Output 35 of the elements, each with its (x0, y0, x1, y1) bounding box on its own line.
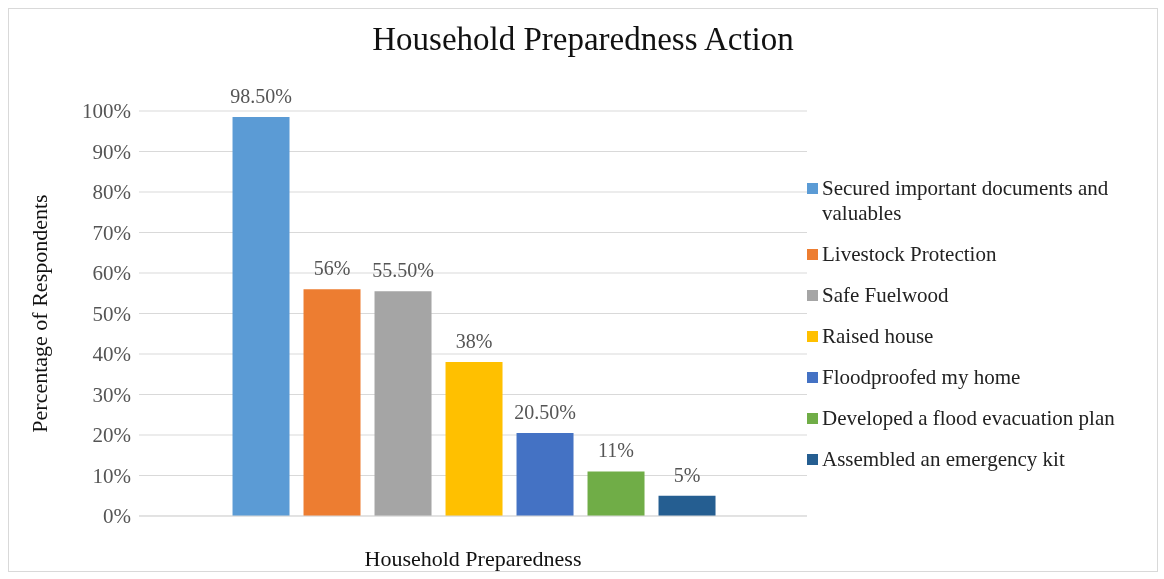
legend-label: Safe Fuelwood (822, 282, 949, 308)
chart-title: Household Preparedness Action (371, 20, 795, 59)
y-tick-label: 40% (92, 342, 131, 367)
y-tick-label: 100% (82, 99, 131, 124)
x-axis-title: Household Preparedness (364, 546, 582, 571)
data-label: 11% (598, 439, 634, 462)
bar (516, 432, 574, 516)
y-axis-title: Percentage of Respondents (26, 194, 52, 433)
data-label: 56% (313, 257, 351, 280)
y-tick-label: 70% (92, 220, 131, 245)
y-tick-label: 60% (92, 261, 131, 286)
data-label: 55.50% (372, 259, 434, 282)
y-tick-label: 10% (92, 463, 131, 488)
bar (303, 289, 361, 516)
legend-label: Livestock Protection (822, 241, 997, 267)
data-label: 20.50% (514, 400, 576, 423)
legend-label: Secured important documents and valuables (822, 175, 1110, 226)
bar (232, 117, 290, 516)
y-tick-label: 20% (92, 423, 131, 448)
legend-label: Developed a flood evacuation plan (822, 405, 1115, 431)
y-tick-label: 30% (92, 382, 131, 407)
legend-label: Floodproofed my home (822, 364, 1021, 390)
legend-label: Assembled an emergency kit (822, 446, 1065, 472)
data-label: 38% (455, 330, 493, 353)
y-tick-label: 0% (103, 504, 131, 529)
y-tick-label: 80% (92, 180, 131, 205)
y-tick-label: 50% (92, 301, 131, 326)
y-tick-label: 90% (92, 139, 131, 164)
bar (374, 291, 432, 516)
bar (658, 495, 716, 516)
data-label: 5% (673, 463, 701, 486)
legend-label: Raised house (822, 323, 934, 349)
bar (445, 362, 503, 516)
bar (587, 471, 645, 516)
data-label: 98.50% (230, 85, 292, 108)
